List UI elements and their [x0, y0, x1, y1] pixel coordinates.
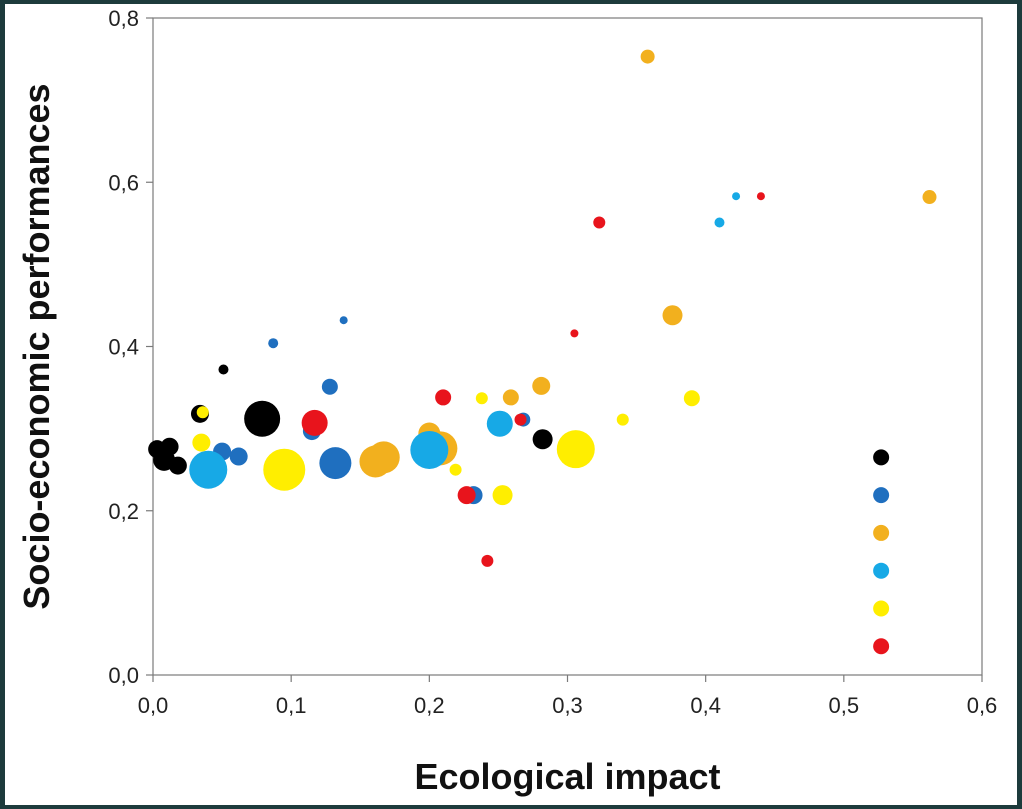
data-point — [229, 447, 248, 466]
data-point — [616, 413, 629, 426]
y-axis-title: Socio-economic performances — [16, 83, 57, 609]
x-tick-label: 0,2 — [414, 693, 445, 718]
data-point — [532, 376, 551, 395]
x-tick-label: 0,6 — [967, 693, 998, 718]
data-point — [475, 392, 488, 405]
legend-marker — [873, 487, 890, 504]
legend-marker — [873, 562, 890, 579]
x-tick-label: 0,5 — [829, 693, 860, 718]
data-point — [532, 429, 553, 450]
y-tick-label: 0,6 — [108, 170, 139, 195]
slide-frame: 0,0 0,1 0,2 0,3 0,4 0,5 0,6 0,0 0,2 0,4 0,6 0,8 Eco… — [5, 4, 1017, 805]
data-point — [502, 389, 519, 406]
plot-area — [152, 17, 983, 676]
data-point — [319, 447, 352, 480]
points-layer — [148, 49, 937, 567]
data-point — [514, 413, 527, 426]
legend-marker — [873, 524, 890, 541]
data-point — [449, 463, 462, 476]
legend-marker — [873, 449, 890, 466]
scatter-chart: 0,0 0,1 0,2 0,3 0,4 0,5 0,6 0,0 0,2 0,4 0,6 0,8 Eco… — [16, 6, 997, 797]
data-point — [922, 190, 937, 205]
legend-marker — [873, 638, 890, 655]
y-tick-label: 0,4 — [108, 335, 139, 360]
data-point — [683, 390, 700, 407]
data-point — [168, 456, 187, 475]
data-point — [732, 192, 741, 201]
plot-border — [152, 17, 983, 676]
data-point — [218, 364, 229, 375]
data-point — [192, 433, 211, 452]
data-point — [492, 485, 513, 506]
data-point — [189, 450, 228, 489]
x-axis-title: Ecological impact — [414, 756, 720, 797]
data-point — [435, 389, 452, 406]
legend-marker — [873, 600, 890, 617]
data-point — [196, 406, 209, 419]
data-point — [714, 217, 725, 228]
data-point — [244, 400, 281, 437]
data-point — [486, 410, 513, 437]
data-point — [457, 486, 476, 505]
x-tick-label: 0,0 — [138, 693, 169, 718]
data-point — [321, 378, 338, 395]
x-tick-label: 0,1 — [276, 693, 307, 718]
y-tick-label: 0,8 — [108, 6, 139, 31]
data-point — [556, 430, 595, 469]
x-tick-label: 0,3 — [552, 693, 583, 718]
data-point — [263, 448, 306, 491]
data-point — [160, 437, 179, 456]
data-point — [593, 216, 606, 229]
data-point — [756, 192, 765, 201]
data-point — [339, 316, 348, 325]
data-point — [410, 430, 449, 469]
data-point — [662, 305, 683, 326]
legend — [873, 449, 890, 655]
data-point — [481, 554, 494, 567]
data-point — [367, 441, 400, 474]
data-point — [570, 329, 579, 338]
y-tick-label: 0,2 — [108, 499, 139, 524]
y-tick-label: 0,0 — [108, 663, 139, 688]
data-point — [268, 338, 279, 349]
data-point — [301, 409, 328, 436]
x-tick-label: 0,4 — [690, 693, 721, 718]
data-point — [640, 49, 655, 64]
axis-ticks: 0,0 0,1 0,2 0,3 0,4 0,5 0,6 0,0 0,2 0,4 0,6 0,8 — [108, 6, 997, 718]
